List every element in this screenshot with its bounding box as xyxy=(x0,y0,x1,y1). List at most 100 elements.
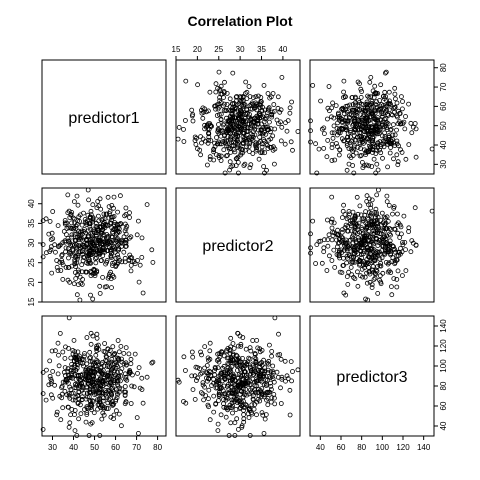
point xyxy=(91,374,96,380)
point xyxy=(332,264,338,270)
point xyxy=(352,94,358,100)
point xyxy=(139,254,145,260)
point xyxy=(333,141,339,146)
point xyxy=(325,137,331,143)
point xyxy=(278,107,284,113)
point xyxy=(373,210,379,216)
point xyxy=(351,121,356,127)
point xyxy=(88,270,94,276)
point xyxy=(73,254,79,260)
point xyxy=(87,214,93,220)
point xyxy=(341,202,347,208)
point xyxy=(258,99,264,104)
point xyxy=(402,126,408,132)
point xyxy=(215,365,221,371)
point xyxy=(374,147,380,153)
point xyxy=(295,367,301,373)
point xyxy=(394,127,399,133)
point xyxy=(108,386,114,392)
point xyxy=(86,234,92,240)
point xyxy=(216,398,221,404)
point xyxy=(275,374,281,380)
point xyxy=(84,410,90,416)
point xyxy=(408,249,414,255)
point xyxy=(406,225,412,231)
point xyxy=(223,349,229,355)
point xyxy=(116,246,122,251)
point xyxy=(216,378,222,384)
point xyxy=(385,101,391,106)
point xyxy=(288,139,294,145)
point xyxy=(352,213,358,219)
point xyxy=(67,384,73,390)
point xyxy=(88,341,94,347)
point xyxy=(207,89,213,95)
point xyxy=(97,433,103,438)
point xyxy=(403,268,409,274)
point xyxy=(264,377,270,383)
point xyxy=(135,218,141,224)
point xyxy=(385,164,391,170)
point xyxy=(258,373,264,378)
point xyxy=(262,116,268,122)
point xyxy=(390,137,396,143)
point xyxy=(230,390,236,396)
point xyxy=(149,247,155,253)
point xyxy=(368,202,374,208)
point xyxy=(222,391,228,397)
point xyxy=(241,380,247,386)
point xyxy=(232,149,238,155)
point xyxy=(238,388,244,394)
point xyxy=(373,102,379,108)
point xyxy=(249,411,255,417)
point xyxy=(228,164,234,170)
point xyxy=(353,137,359,143)
point xyxy=(240,130,246,136)
point xyxy=(193,364,199,370)
point xyxy=(326,84,332,89)
point xyxy=(329,114,334,120)
point xyxy=(368,124,374,130)
point xyxy=(373,123,379,128)
point xyxy=(257,134,263,140)
point xyxy=(347,237,353,243)
point xyxy=(88,377,93,383)
point xyxy=(336,152,342,158)
point xyxy=(369,130,375,136)
point xyxy=(140,290,146,296)
point xyxy=(140,400,146,406)
point xyxy=(394,152,400,158)
point xyxy=(338,247,344,253)
point xyxy=(89,252,95,257)
point xyxy=(233,387,239,393)
panel-2-2 xyxy=(175,187,301,303)
point xyxy=(279,75,285,80)
point xyxy=(108,239,113,245)
point xyxy=(126,351,132,357)
point xyxy=(107,375,112,381)
point xyxy=(278,401,284,406)
point xyxy=(373,267,379,273)
point xyxy=(90,215,96,221)
point xyxy=(413,154,419,160)
point xyxy=(259,130,265,136)
point xyxy=(224,370,230,376)
point xyxy=(111,194,117,200)
point xyxy=(79,281,85,287)
point xyxy=(234,416,240,422)
point xyxy=(279,124,285,130)
point xyxy=(79,387,85,393)
point xyxy=(228,420,234,426)
point xyxy=(61,228,67,234)
point xyxy=(97,283,103,289)
point xyxy=(72,199,77,205)
point xyxy=(131,384,137,390)
point xyxy=(237,108,243,113)
point xyxy=(212,364,218,370)
point xyxy=(249,402,255,408)
point xyxy=(227,346,233,352)
point xyxy=(355,235,361,241)
point xyxy=(108,269,113,275)
tick-label-predictor3: 60 xyxy=(337,443,346,452)
point xyxy=(261,164,267,169)
